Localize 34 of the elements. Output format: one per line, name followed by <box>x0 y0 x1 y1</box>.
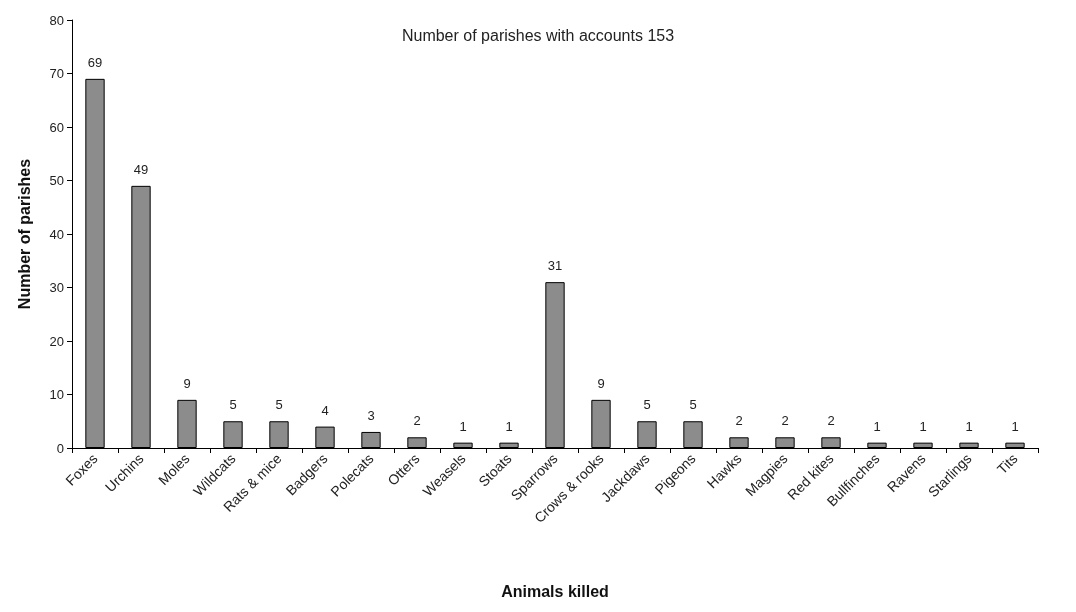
data-label: 5 <box>229 397 237 413</box>
y-tick-label: 70 <box>49 66 64 81</box>
y-tick-label: 10 <box>49 387 64 402</box>
x-axis-title: Animals killed <box>501 582 609 600</box>
x-tick-label: Tits <box>993 450 1021 478</box>
data-label: 2 <box>781 413 789 429</box>
data-label: 2 <box>413 413 421 429</box>
data-label: 1 <box>965 418 973 434</box>
data-label: 69 <box>87 54 103 70</box>
chart-title: Number of parishes with accounts 153 <box>401 26 675 44</box>
data-label: 1 <box>873 418 881 434</box>
data-label: 5 <box>275 397 283 413</box>
data-label: 5 <box>643 397 651 413</box>
y-tick-label: 80 <box>49 12 64 28</box>
data-label: 2 <box>827 413 835 429</box>
y-tick-label: 60 <box>49 119 64 135</box>
data-label: 1 <box>459 418 467 434</box>
data-label: 9 <box>183 375 191 391</box>
data-label: 1 <box>505 418 513 434</box>
data-label: 4 <box>321 402 329 418</box>
y-tick-label: 30 <box>49 280 64 295</box>
y-tick-label: 40 <box>49 226 64 242</box>
data-label: 31 <box>547 258 563 274</box>
data-label: 5 <box>689 397 697 413</box>
y-tick-label: 50 <box>49 173 64 188</box>
data-label: 49 <box>133 161 149 177</box>
data-label: 2 <box>735 413 743 429</box>
data-label: 3 <box>367 407 375 423</box>
y-tick-label: 0 <box>56 440 64 456</box>
data-label: 1 <box>1011 418 1019 434</box>
y-tick-label: 20 <box>49 333 64 349</box>
y-axis-title: Number of parishes <box>15 158 33 310</box>
data-label: 9 <box>597 375 605 391</box>
data-label: 1 <box>919 418 927 434</box>
